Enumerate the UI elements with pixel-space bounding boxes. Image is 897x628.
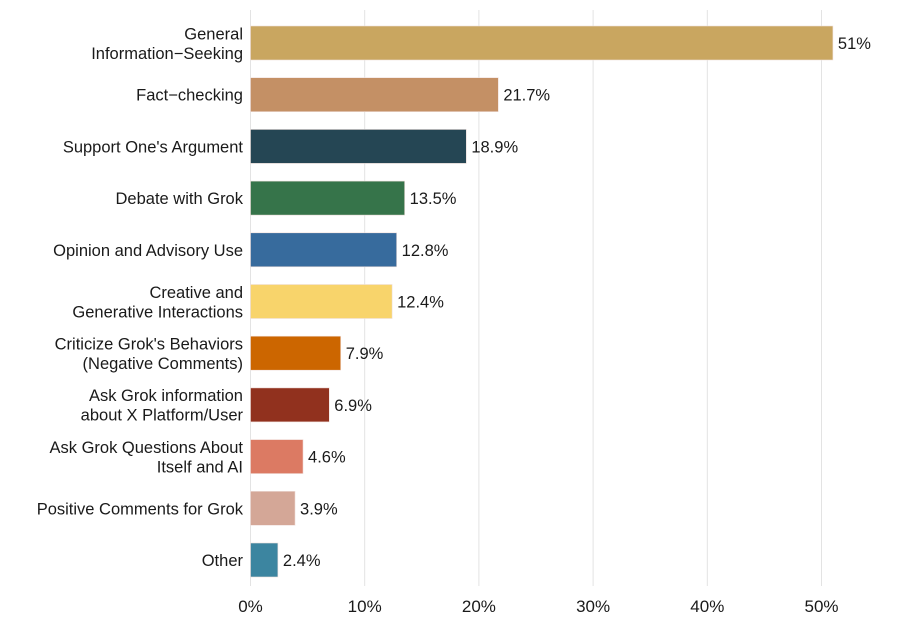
category-labels: General Information−Seeking Fact−checking S… [37,25,244,570]
data-label: 51% [838,35,871,53]
category-label-line: Information−Seeking [91,45,243,63]
category-label: Debate with Grok [116,190,244,208]
data-label: 4.6% [308,449,346,467]
bars [250,25,834,578]
category-label: Ask Grok Questions About Itself and AI [49,439,243,477]
category-label-line: Itself and AI [157,458,243,476]
data-label: 6.9% [334,397,372,415]
category-label-line: Debate with Grok [116,190,244,208]
value-labels: 51% 21.7% 18.9% 13.5% 12.8% 12.4% 7.9% 6.9% 4.6%… [283,35,871,570]
x-tick-label: 50% [804,597,838,616]
bar [250,439,304,474]
bar [250,387,330,423]
category-label-line: Opinion and Advisory Use [53,242,243,260]
category-label-line: Ask Grok Questions About [49,439,243,457]
category-label: Opinion and Advisory Use [53,242,243,260]
category-label-line: Support One's Argument [63,138,244,156]
category-label: Criticize Grok's Behaviors (Negative Comm… [55,335,243,373]
category-label-line: Creative and [149,284,243,302]
bar [250,25,834,61]
bar [250,542,279,578]
bar [250,180,405,216]
data-label: 3.9% [300,500,338,518]
category-label-line: about X Platform/User [81,407,244,425]
category-label: General Information−Seeking [91,25,243,63]
category-label-line: Positive Comments for Grok [37,500,244,518]
category-label-line: Other [202,552,244,570]
category-label: Positive Comments for Grok [37,500,244,518]
bar [250,284,393,319]
category-label-line: (Negative Comments) [83,355,243,373]
data-label: 18.9% [471,138,518,156]
bar [250,77,499,112]
data-label: 12.8% [402,242,449,260]
x-axis-ticks: 0% 10% 20% 30% 40% 50% [238,597,838,616]
data-label: 2.4% [283,552,321,570]
category-label-line: Fact−checking [136,87,243,105]
data-label: 12.4% [397,294,444,312]
bar [250,335,342,371]
category-label-line: Ask Grok information [89,387,243,405]
bar [250,490,296,526]
category-label-line: Generative Interactions [72,303,243,321]
data-label: 21.7% [503,87,550,105]
bar [250,232,397,268]
data-label: 13.5% [410,190,457,208]
category-label: Creative and Generative Interactions [72,284,243,322]
category-label: Other [202,552,244,570]
category-label-line: General [184,25,243,43]
bar [250,129,467,164]
x-tick-label: 30% [576,597,610,616]
data-label: 7.9% [346,345,384,363]
category-label: Support One's Argument [63,138,244,156]
x-tick-label: 0% [238,597,263,616]
x-tick-label: 10% [348,597,382,616]
category-label-line: Criticize Grok's Behaviors [55,335,243,353]
category-label: Fact−checking [136,87,243,105]
category-label: Ask Grok information about X Platform/Use… [81,387,244,425]
x-tick-label: 40% [690,597,724,616]
x-tick-label: 20% [462,597,496,616]
